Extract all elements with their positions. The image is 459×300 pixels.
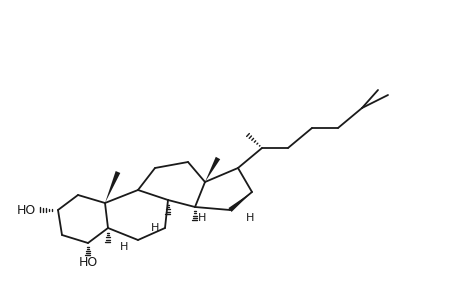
Text: H: H xyxy=(120,242,128,252)
Text: H: H xyxy=(245,213,254,223)
Text: HO: HO xyxy=(78,256,97,269)
Text: HO: HO xyxy=(17,203,36,217)
Polygon shape xyxy=(105,171,120,203)
Polygon shape xyxy=(228,192,252,212)
Text: H: H xyxy=(151,223,159,233)
Text: H: H xyxy=(197,213,206,223)
Polygon shape xyxy=(205,157,220,182)
